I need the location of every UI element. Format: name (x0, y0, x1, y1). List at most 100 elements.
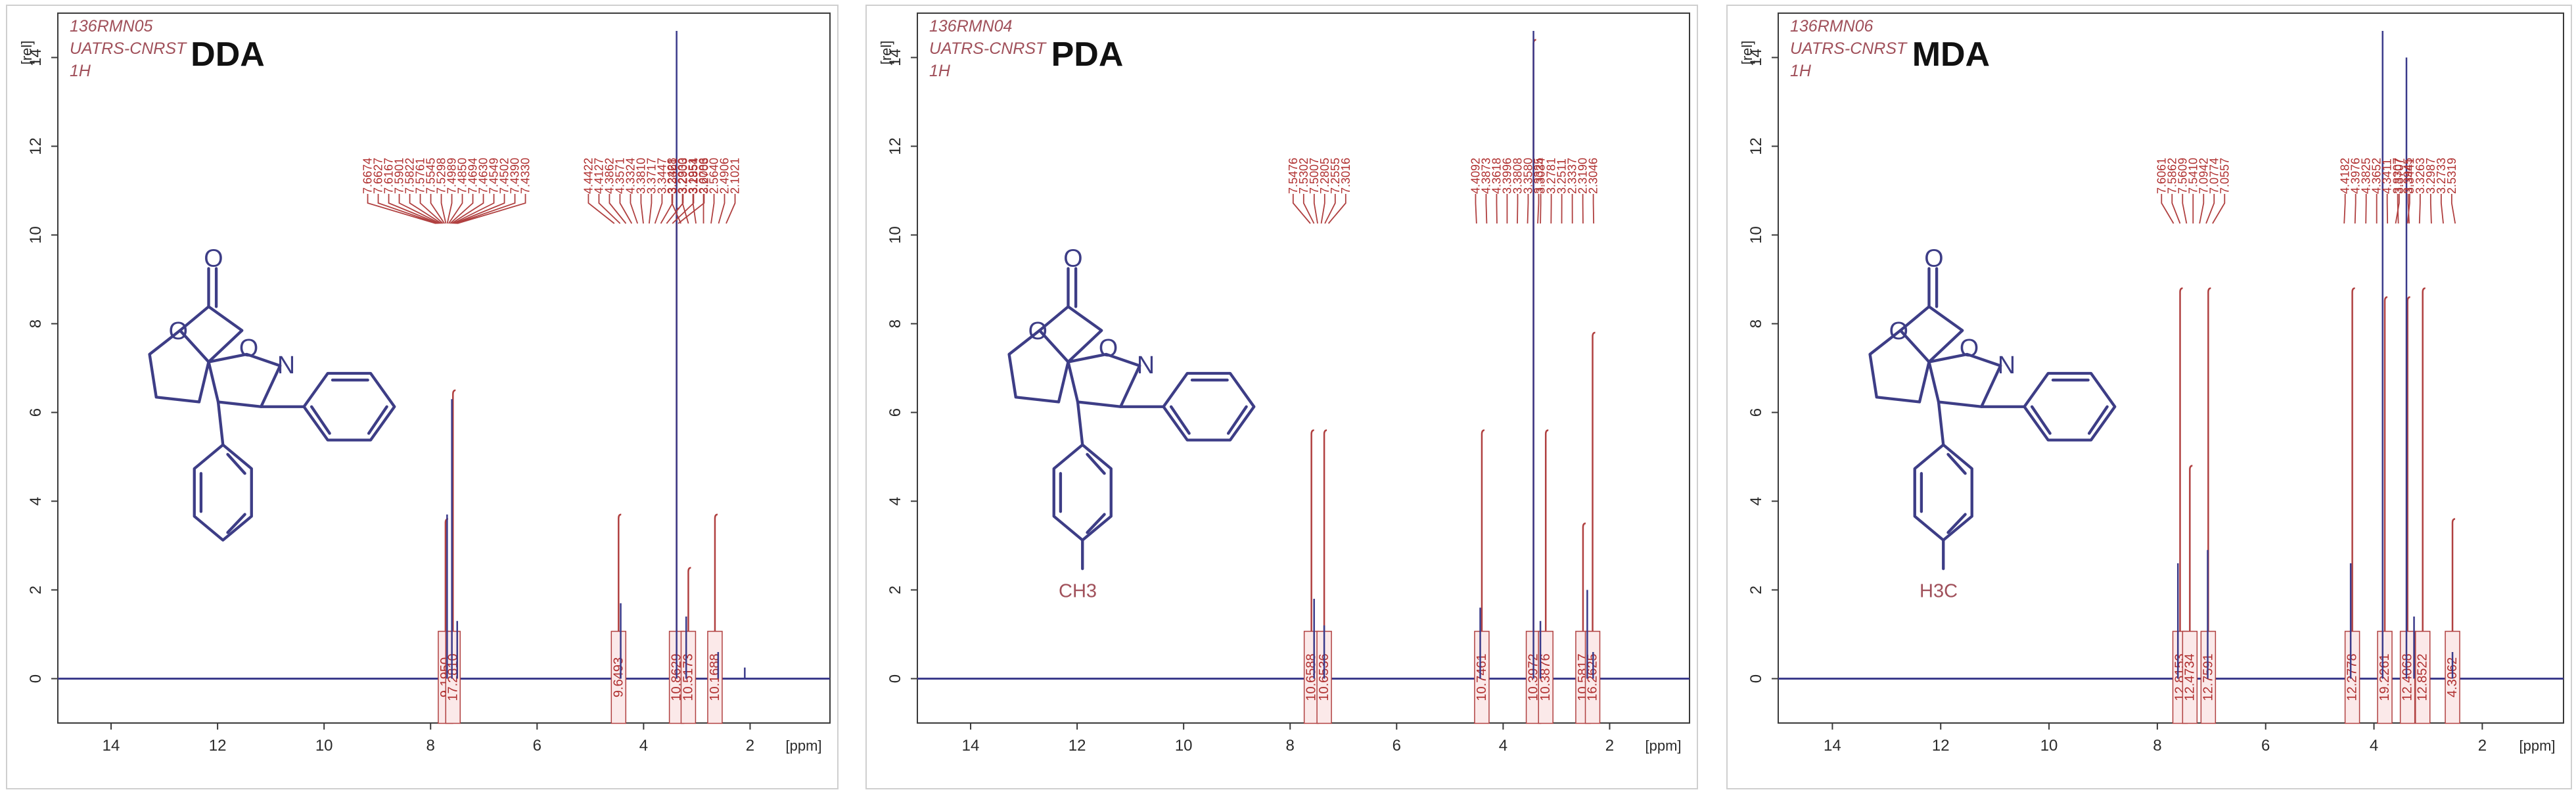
peak-label-connector (430, 194, 446, 224)
peak-label-connector (448, 194, 463, 224)
peak-shift-label: 4.3652 (2370, 158, 2383, 194)
atom-label: O (1889, 317, 1908, 344)
peak-label-connector (2395, 194, 2400, 224)
peak-shift-label: 7.4989 (446, 158, 459, 194)
spectrum-meta-line: 1H (70, 62, 91, 80)
peak-shift-label: 4.3862 (603, 158, 616, 194)
panel-border (1726, 5, 2572, 789)
peak-shift-label: 3.2330 (676, 158, 689, 194)
y-tick-label: 12 (1747, 137, 1765, 155)
peak-shift-label: 3.3325 (1532, 158, 1545, 194)
y-unit-label: [rel] (18, 41, 35, 65)
peak-label-connector (718, 194, 725, 224)
peak-shift-label: 2.3046 (1587, 158, 1600, 194)
peak-label-connector (449, 194, 474, 224)
peak-shift-label: 7.4850 (456, 158, 469, 194)
integral-value-label: 19.2261 (2378, 653, 2392, 701)
peak-shift-label: 3.3717 (645, 158, 658, 194)
peak-label-connector (419, 194, 444, 224)
peak-label-connector (1527, 194, 1529, 224)
peak-label-connector (1292, 194, 1311, 224)
peak-shift-label: 7.5822 (403, 158, 417, 194)
peak-label-connector (1313, 194, 1318, 224)
integral-curve (685, 567, 691, 678)
peak-label-connector (1324, 194, 1336, 224)
integral-curve (1308, 429, 1314, 678)
atom-label: O (169, 317, 188, 344)
atom-label: O (1924, 245, 1943, 272)
spectrum-title: DDA (191, 35, 265, 74)
integral-curve (711, 513, 718, 678)
integral-value-label: 10.7461 (1475, 653, 1489, 701)
peak-label-connector (619, 194, 633, 224)
x-tick-label: 4 (639, 737, 648, 755)
peak-shift-label: 3.3945 (2402, 158, 2415, 194)
peak-shift-label: 3.2987 (2424, 158, 2437, 194)
peak-label-connector (440, 194, 447, 224)
y-tick-label: 2 (27, 586, 45, 594)
integral-label-box (1538, 630, 1553, 724)
peak-label-connector (455, 194, 516, 224)
integral-label-box (610, 630, 627, 724)
peak-shift-label: 7.4390 (509, 158, 522, 194)
atom-label: N (1998, 351, 2015, 379)
x-tick-label: 12 (209, 737, 227, 755)
peak-label-connector (2199, 194, 2205, 224)
peak-shift-label: 2.3337 (1566, 158, 1579, 194)
atom-label: O (1028, 317, 1047, 344)
peak-shift-label: 7.6061 (2155, 158, 2168, 194)
peak-label-connector (1302, 194, 1315, 224)
peak-label-connector (609, 194, 627, 224)
peak-shift-label: 7.4694 (467, 158, 480, 194)
peak-label-connector (630, 194, 639, 224)
plot-area (917, 12, 1690, 724)
x-unit-label: [ppm] (1645, 737, 1681, 754)
y-tick-label: 10 (1747, 226, 1765, 244)
peak-shift-label: 7.4630 (477, 158, 490, 194)
x-tick-label: 12 (1069, 737, 1086, 755)
x-tick-label: 2 (1605, 737, 1614, 755)
atom-label: O (1099, 334, 1118, 362)
peak-shift-label: 2.5319 (2445, 158, 2458, 194)
peak-shift-label: 7.0557 (2218, 158, 2231, 194)
peak-shift-label: 7.5862 (2165, 158, 2178, 194)
peak-shift-label: 2.6086 (697, 158, 710, 194)
peak-shift-label: 3.2781 (1545, 158, 1558, 194)
x-tick-label: 10 (1175, 737, 1193, 755)
integral-curve (1589, 331, 1596, 678)
x-tick-label: 12 (1932, 737, 1950, 755)
peak-shift-label: 2.5640 (708, 158, 721, 194)
y-tick-label: 0 (27, 674, 45, 683)
peak-shift-label: 4.4182 (2339, 158, 2352, 194)
peak-label-connector (446, 194, 453, 224)
peak-shift-label: 7.5901 (393, 158, 406, 194)
peak-label-connector (1540, 194, 1542, 224)
y-tick-label: 8 (1747, 319, 1765, 328)
integral-value-label: 12.2778 (2345, 653, 2360, 701)
peak-label-connector (2450, 194, 2456, 224)
y-tick-label: 4 (886, 497, 904, 505)
integral-label-box (2414, 630, 2431, 724)
peak-shift-label: 7.6167 (382, 158, 396, 194)
y-unit-label: [rel] (878, 41, 894, 65)
spectrum-meta-line: 136RMN05 (70, 17, 153, 35)
integral-value-label: 12.4734 (2182, 653, 2197, 701)
peak-label-connector (671, 194, 681, 224)
x-tick-label: 10 (2040, 737, 2058, 755)
peak-shift-label: 2.3190 (1576, 158, 1590, 194)
peak-label-connector (2182, 194, 2188, 224)
atom-label: O (1063, 245, 1082, 272)
atom-label: N (1137, 351, 1155, 379)
y-tick-label: 4 (1747, 497, 1765, 505)
y-unit-label: [rel] (1739, 41, 1755, 65)
atom-label: O (239, 334, 258, 362)
peak-shift-label: 7.5761 (414, 158, 427, 194)
atom-label: N (277, 351, 295, 379)
integral-value-label: 9.6493 (611, 657, 626, 697)
peak-shift-label: 3.3447 (655, 158, 668, 194)
peak-shift-label: 4.4422 (582, 158, 595, 194)
peak-shift-label: 3.2903 (676, 158, 689, 194)
x-tick-label: 2 (2478, 737, 2487, 755)
